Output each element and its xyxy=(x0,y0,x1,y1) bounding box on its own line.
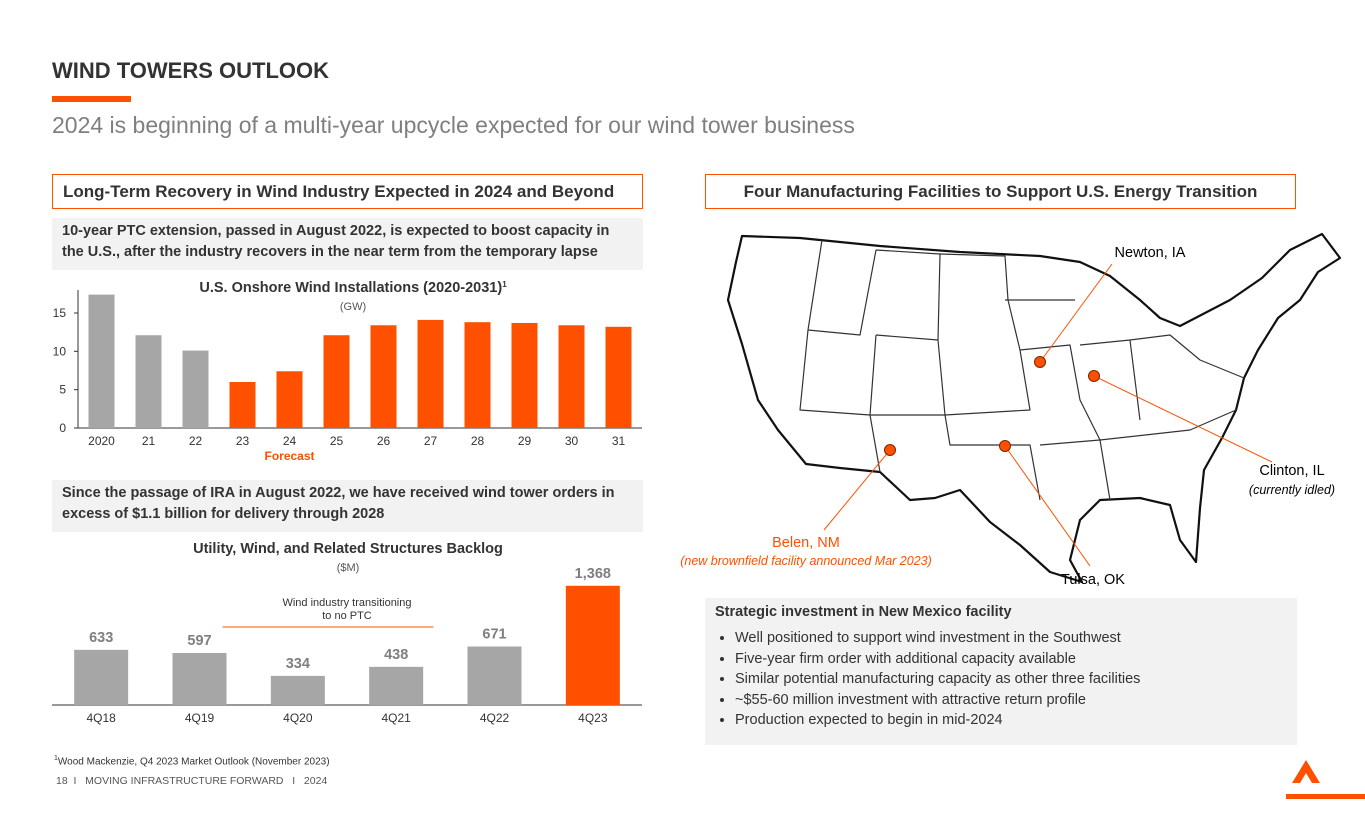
map-label: Clinton, IL xyxy=(1259,463,1324,479)
chart-title-text: Utility, Wind, and Related Structures Ba… xyxy=(193,541,503,557)
bar xyxy=(511,322,538,428)
data-label: 1,368 xyxy=(575,566,611,582)
x-tick-label: 25 xyxy=(330,434,344,448)
bar xyxy=(74,649,129,705)
title: WIND TOWERS OUTLOOK xyxy=(52,58,330,83)
bar xyxy=(182,350,209,428)
footnote-marker: 1 xyxy=(54,755,58,762)
x-tick-label: 31 xyxy=(612,434,626,448)
bar xyxy=(276,371,303,428)
chart-title: Utility, Wind, and Related Structures Ba… xyxy=(193,541,503,557)
data-label: 671 xyxy=(482,627,506,643)
title-accent xyxy=(52,96,131,102)
x-tick-label: 27 xyxy=(424,434,438,448)
bullet: Five-year firm order with additional cap… xyxy=(735,649,1287,670)
x-tick-label: 30 xyxy=(565,434,579,448)
logo xyxy=(1286,760,1365,799)
bar xyxy=(605,326,632,428)
chart-subtitle: (GW) xyxy=(340,301,366,313)
bullet-list: Well positioned to support wind investme… xyxy=(715,628,1287,731)
footnote: 1Wood Mackenzie, Q4 2023 Market Outlook … xyxy=(54,755,330,767)
map-label: Belen, NM xyxy=(772,535,840,551)
data-label: 438 xyxy=(384,647,408,663)
x-tick-label: 28 xyxy=(471,434,485,448)
x-tick-label: 29 xyxy=(518,434,532,448)
footnote-text: Wood Mackenzie, Q4 2023 Market Outlook (… xyxy=(57,756,330,768)
chart-subtitle: ($M) xyxy=(337,562,360,574)
x-tick-label: 24 xyxy=(283,434,297,448)
x-tick-label: 2020 xyxy=(88,434,115,448)
footer: 18 I MOVING INFRASTRUCTURE FORWARD I 202… xyxy=(56,775,328,787)
title-note: 1 xyxy=(502,280,507,289)
bar xyxy=(558,325,585,428)
x-tick-label: 21 xyxy=(142,434,156,448)
bar xyxy=(270,675,325,705)
bullet: Similar potential manufacturing capacity… xyxy=(735,669,1287,690)
data-label: 633 xyxy=(89,630,113,646)
chart-title: U.S. Onshore Wind Installations (2020-20… xyxy=(199,280,507,296)
data-label: 597 xyxy=(187,633,211,649)
map-note: (new brownfield facility announced Mar 2… xyxy=(680,554,932,568)
right-heading: Four Manufacturing Facilities to Support… xyxy=(705,174,1296,209)
bar xyxy=(370,325,397,428)
strategic-title: Strategic investment in New Mexico facil… xyxy=(715,604,1012,620)
note: Since the passage of IRA in August 2022,… xyxy=(52,480,643,532)
annotation: Wind industry transitioning to no PTC xyxy=(282,597,411,622)
chart-title-text: U.S. Onshore Wind Installations (2020-20… xyxy=(199,280,502,296)
bar xyxy=(464,322,491,428)
x-tick-label: 4Q21 xyxy=(381,711,411,725)
y-tick-label: 10 xyxy=(53,344,67,358)
data-label: 334 xyxy=(286,656,310,672)
bullet: Production expected to begin in mid-2024 xyxy=(735,710,1287,731)
y-tick-label: 15 xyxy=(53,306,67,320)
map-label: Newton, IA xyxy=(1115,245,1186,261)
bar xyxy=(565,585,620,705)
y-tick-label: 5 xyxy=(59,383,66,397)
x-tick-label: 4Q19 xyxy=(185,711,215,725)
annotation-line: to no PTC xyxy=(322,610,372,622)
x-tick-label: 26 xyxy=(377,434,391,448)
annotation: Forecast xyxy=(264,449,314,463)
us-map xyxy=(726,232,1342,584)
x-tick-label: 4Q20 xyxy=(283,711,313,725)
bar xyxy=(229,382,256,428)
bullet: ~$55-60 million investment with attracti… xyxy=(735,690,1287,711)
x-tick-label: 4Q18 xyxy=(86,711,116,725)
x-tick-label: 23 xyxy=(236,434,250,448)
bar xyxy=(172,652,227,705)
map-leaders xyxy=(823,263,1273,567)
map-label: Tulsa, OK xyxy=(1061,572,1125,588)
x-tick-label: 4Q23 xyxy=(578,711,608,725)
y-tick-label: 0 xyxy=(59,421,66,435)
note: 10-year PTC extension, passed in August … xyxy=(52,218,643,270)
facility-dots xyxy=(884,356,1100,456)
bar xyxy=(323,335,350,428)
bar xyxy=(369,666,424,705)
map-note: (currently idled) xyxy=(1249,483,1335,497)
bullet: Well positioned to support wind investme… xyxy=(735,628,1287,649)
x-tick-label: 4Q22 xyxy=(480,711,510,725)
bar xyxy=(135,335,162,428)
annotation-line: Wind industry transitioning xyxy=(282,597,411,609)
x-tick-label: 22 xyxy=(189,434,203,448)
bar xyxy=(417,319,444,428)
left-heading: Long-Term Recovery in Wind Industry Expe… xyxy=(52,174,643,209)
bar xyxy=(467,646,522,705)
strategic-box: Strategic investment in New Mexico facil… xyxy=(705,598,1297,745)
bar xyxy=(88,294,115,428)
subtitle: 2024 is beginning of a multi-year upcycl… xyxy=(52,112,855,138)
